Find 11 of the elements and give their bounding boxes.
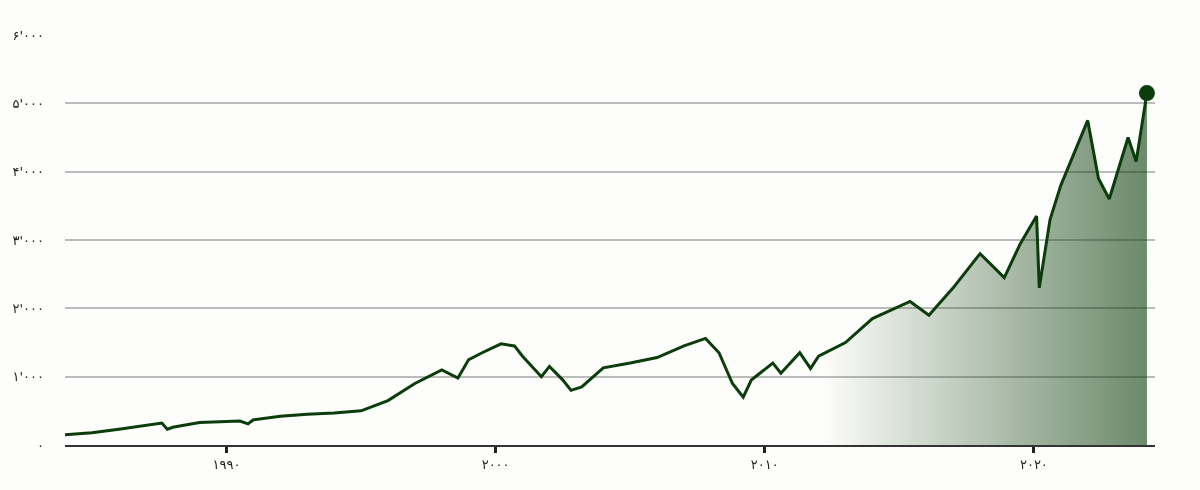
y-tick-label: ۱'۰۰۰	[12, 369, 44, 385]
y-tick-label: ۰	[37, 437, 44, 453]
y-tick-label: ۳'۰۰۰	[12, 232, 44, 248]
x-tick-label: ۲۰۱۰	[750, 456, 779, 472]
y-tick-label: ۵'۰۰۰	[12, 95, 44, 111]
y-tick-label: ۲'۰۰۰	[12, 300, 44, 316]
x-tick-label: ۲۰۰۰	[481, 456, 510, 472]
x-tick-label: ۲۰۲۰	[1019, 456, 1048, 472]
x-tick-label: ۱۹۹۰	[212, 456, 241, 472]
y-tick-label: ۴'۰۰۰	[12, 164, 44, 180]
y-tick-label: ۶'۰۰۰	[12, 27, 44, 43]
